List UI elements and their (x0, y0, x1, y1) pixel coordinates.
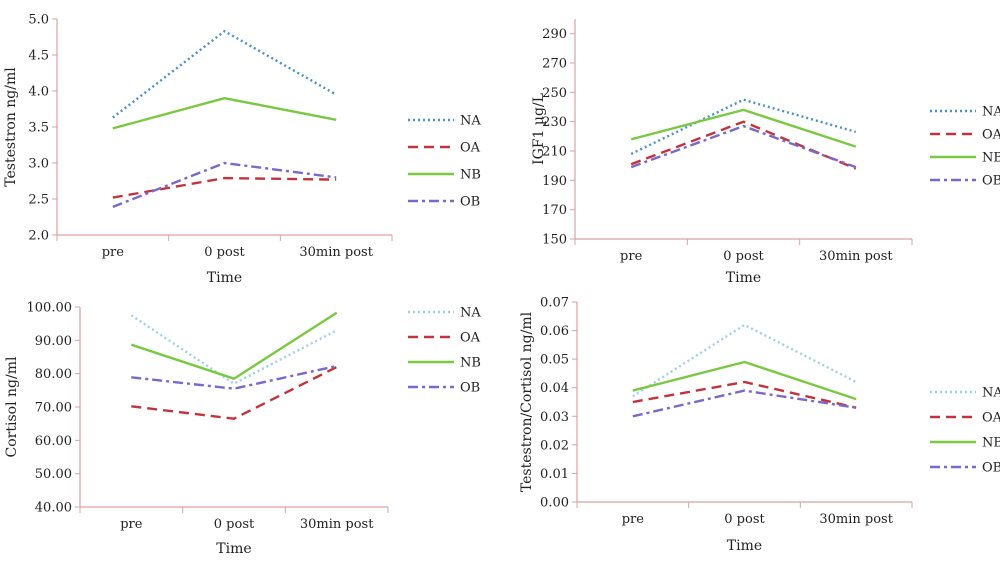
chart-panel-1: 2.0 2.5 3.0 3.5 4.0 4.5 5.0 pre 0 post 30min post… (3, 13, 481, 287)
series-line-ob (112, 161, 337, 209)
y-tick-label: 230 (542, 115, 567, 130)
legend-label-na: NA (460, 306, 481, 321)
x-tick-label: 0 post (204, 245, 245, 260)
chart-panel-3: 40.00 50.00 60.00 70.00 80.00 90.00 100.00 pre 0… (4, 301, 481, 558)
legend-label-oa: OA (460, 331, 481, 346)
x-axis-title: Time (207, 270, 242, 286)
x-axis-title: Time (726, 270, 761, 286)
y-tick-label: 0.02 (540, 438, 569, 453)
y-axis-title: IGF1 µg/L (531, 93, 547, 165)
x-tick-label: 0 post (723, 249, 764, 264)
x-axis-title: Time (727, 538, 762, 554)
legend-label-na: NA (460, 114, 481, 129)
legend-label-nb: NB (982, 436, 1000, 451)
x-tick-label: pre (102, 245, 125, 260)
x-tick-label: 30min post (819, 512, 893, 527)
x-tick-label: pre (620, 249, 643, 264)
y-tick-label: 250 (542, 86, 567, 101)
y-tick-label: 2.0 (28, 229, 49, 244)
series-line-oa (632, 380, 857, 409)
x-tick-label: 30min post (299, 245, 373, 260)
series-line-ob (632, 389, 857, 418)
y-tick-label: 270 (542, 57, 567, 72)
legend-label-na: NA (982, 386, 1000, 401)
x-tick-label: 0 post (724, 512, 765, 527)
y-tick-label: 210 (542, 145, 567, 160)
y-tick-label: 0.01 (540, 467, 569, 482)
x-tick-label: 30min post (819, 249, 893, 264)
y-tick-label: 100.00 (27, 301, 73, 316)
legend-label-ob: OB (982, 461, 1000, 476)
x-tick-label: pre (622, 512, 645, 527)
chart-panel-4: 0.00 0.01 0.02 0.03 0.04 0.05 0.06 0.07 pre 0 pos… (519, 296, 1000, 555)
y-tick-label: 170 (542, 203, 567, 218)
series-line-nb (130, 311, 338, 380)
y-axis-title: Testestron ng/ml (3, 67, 19, 187)
legend-label-nb: NB (460, 168, 481, 183)
series-line-oa (112, 176, 337, 199)
series-line-na (112, 30, 337, 119)
legend-label-oa: OA (460, 141, 481, 156)
series-line-na (130, 314, 338, 385)
chart-panel-2: 150 170 190 210 230 250 270 290 pre 0 post 30min p… (531, 19, 1000, 286)
x-axis-title: Time (216, 541, 251, 557)
y-tick-label: 3.0 (28, 157, 49, 172)
series-line-ob (630, 124, 857, 169)
x-tick-label: 0 post (214, 517, 255, 532)
legend-label-oa: OA (982, 128, 1000, 143)
y-tick-label: 70.00 (35, 401, 72, 416)
y-tick-label: 0.00 (540, 496, 569, 511)
y-tick-label: 0.06 (540, 324, 569, 339)
series-line-ob (131, 364, 337, 390)
y-tick-label: 150 (542, 233, 567, 248)
y-tick-label: 0.04 (540, 381, 569, 396)
y-tick-label: 4.0 (28, 85, 49, 100)
legend-label-nb: NB (460, 356, 481, 371)
y-tick-label: 0.05 (540, 353, 569, 368)
legend-label-ob: OB (460, 381, 480, 396)
x-tick-label: pre (120, 517, 143, 532)
series-line-oa (131, 365, 338, 420)
series-line-na (632, 323, 857, 398)
y-tick-label: 0.03 (540, 410, 569, 425)
y-tick-label: 190 (542, 174, 567, 189)
y-tick-label: 290 (542, 27, 567, 42)
y-tick-label: 50.00 (35, 467, 72, 482)
series-line-nb (632, 360, 857, 401)
x-tick-label: 30min post (300, 517, 374, 532)
series-line-nb (112, 96, 337, 130)
y-tick-label: 90.00 (35, 334, 72, 349)
y-axis-title: Testestron/Cortisol ng/ml (519, 311, 535, 492)
y-tick-label: 4.5 (28, 49, 49, 64)
y-tick-label: 0.07 (540, 296, 569, 311)
legend-label-nb: NB (982, 151, 1000, 166)
series-line-oa (630, 120, 857, 170)
series-line-nb (630, 108, 857, 148)
legend-label-ob: OB (460, 195, 480, 210)
y-tick-label: 2.5 (28, 193, 49, 208)
legend-label-ob: OB (982, 174, 1000, 189)
legend-label-oa: OA (982, 411, 1000, 426)
legend-label-na: NA (982, 105, 1000, 120)
y-tick-label: 80.00 (35, 367, 72, 382)
series-line-na (630, 98, 857, 155)
y-tick-label: 40.00 (35, 501, 72, 516)
y-tick-label: 5.0 (28, 13, 49, 28)
y-tick-label: 3.5 (28, 121, 49, 136)
y-tick-label: 60.00 (35, 434, 72, 449)
y-axis-title: Cortisol ng/ml (4, 356, 20, 457)
